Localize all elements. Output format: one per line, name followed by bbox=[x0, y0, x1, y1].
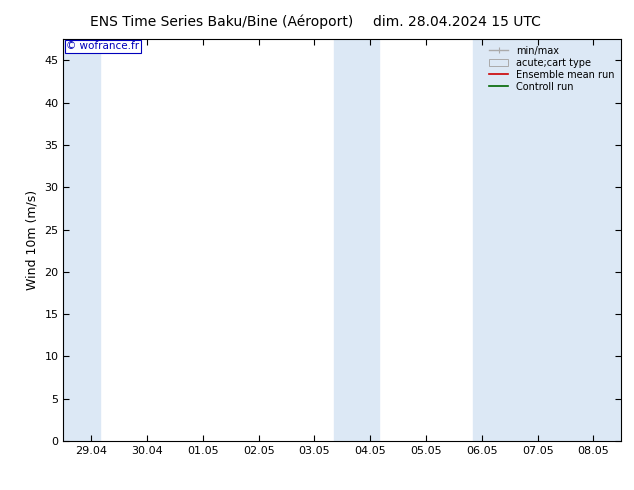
Text: © wofrance.fr: © wofrance.fr bbox=[66, 41, 139, 51]
Bar bbox=[334, 39, 378, 441]
Bar bbox=[474, 39, 621, 441]
Text: dim. 28.04.2024 15 UTC: dim. 28.04.2024 15 UTC bbox=[373, 15, 540, 29]
Text: ENS Time Series Baku/Bine (Aéroport): ENS Time Series Baku/Bine (Aéroport) bbox=[90, 15, 354, 29]
Bar bbox=[63, 39, 100, 441]
Y-axis label: Wind 10m (m/s): Wind 10m (m/s) bbox=[26, 190, 39, 290]
Legend: min/max, acute;cart type, Ensemble mean run, Controll run: min/max, acute;cart type, Ensemble mean … bbox=[487, 44, 616, 94]
